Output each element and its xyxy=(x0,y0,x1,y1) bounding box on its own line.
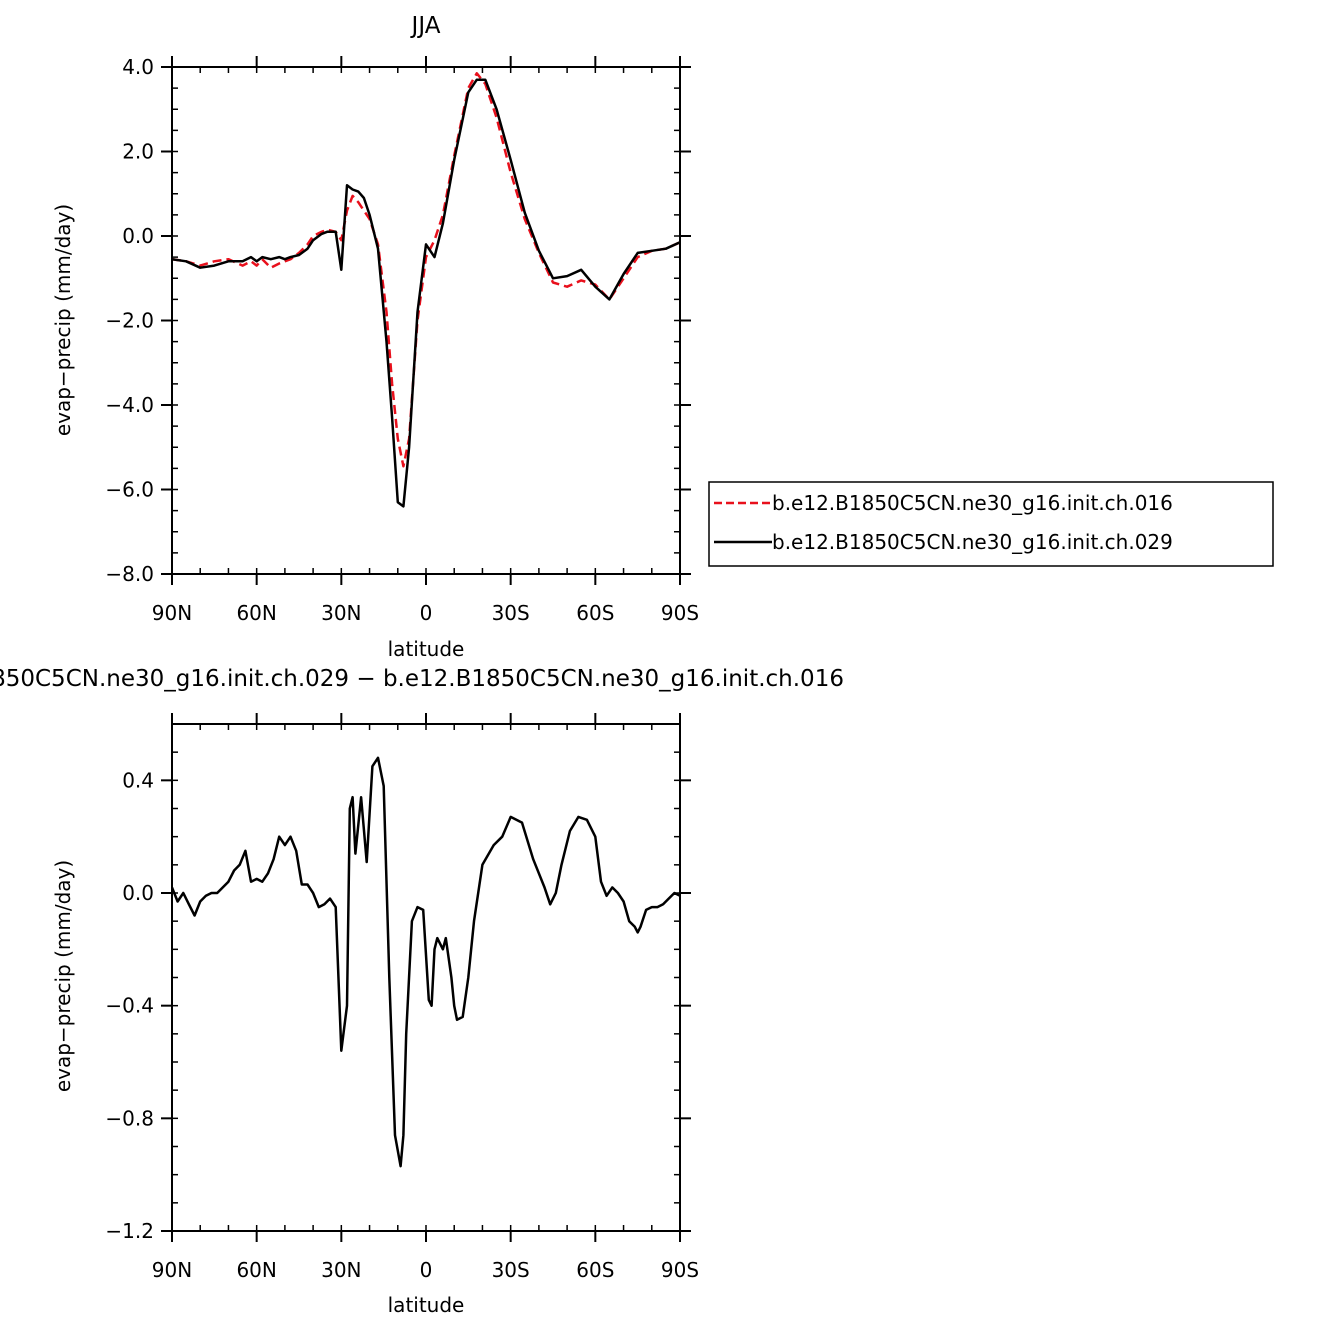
x-tick-label: 30S xyxy=(492,1258,530,1282)
x-tick-label: 60N xyxy=(236,601,276,625)
legend-label-016: b.e12.B1850C5CN.ne30_g16.init.ch.016 xyxy=(772,491,1173,515)
panel-bottom: b.e12.B1850C5CN.ne30_g16.init.ch.029 − b… xyxy=(0,666,844,1317)
legend-box xyxy=(708,481,1274,567)
series-lines xyxy=(172,756,680,1168)
series-line-1-0 xyxy=(172,756,680,1168)
y-tick-label: 0.0 xyxy=(122,881,154,905)
difference-title: b.e12.B1850C5CN.ne30_g16.init.ch.029 − b… xyxy=(0,666,844,692)
y-tick-label: −6.0 xyxy=(105,478,154,502)
y-tick-label: −1.2 xyxy=(105,1219,154,1243)
y-tick-label: −0.4 xyxy=(105,994,154,1018)
tick-marks xyxy=(161,56,691,585)
x-tick-label: 30N xyxy=(321,601,361,625)
x-tick-label: 30N xyxy=(321,1258,361,1282)
series-lines xyxy=(172,72,680,508)
x-tick-labels: 90N 60N 30N 0 30S 60S 90S xyxy=(152,1258,699,1282)
x-axis-label: latitude xyxy=(388,1293,465,1317)
legend: b.e12.B1850C5CN.ne30_g16.init.ch.016 b.e… xyxy=(708,481,1274,567)
plot-frame xyxy=(171,723,681,1232)
x-tick-label: 90S xyxy=(661,601,699,625)
panel-top: JJA −8.0 −6.0 −4.0 −2.0 0.0 2.0 4.0 90N 60N 30N 0… xyxy=(51,13,699,661)
y-axis-label: evap−precip (mm/day) xyxy=(51,860,75,1092)
x-axis-label: latitude xyxy=(388,637,465,661)
x-tick-labels: 90N 60N 30N 0 30S 60S 90S xyxy=(152,601,699,625)
y-axis-label: evap−precip (mm/day) xyxy=(51,204,75,436)
y-tick-labels: −1.2 −0.8 −0.4 0.0 0.4 xyxy=(105,768,154,1243)
x-tick-label: 90S xyxy=(661,1258,699,1282)
y-tick-labels: −8.0 −6.0 −4.0 −2.0 0.0 2.0 4.0 xyxy=(105,55,154,586)
x-tick-label: 0 xyxy=(420,1258,433,1282)
y-tick-label: −8.0 xyxy=(105,562,154,586)
series-line-0-1 xyxy=(172,78,680,508)
y-tick-label: 0.4 xyxy=(122,768,154,792)
series-line-0-0 xyxy=(172,72,680,468)
plot-frame xyxy=(171,66,681,575)
x-tick-label: 0 xyxy=(420,601,433,625)
y-tick-label: −4.0 xyxy=(105,393,154,417)
y-tick-label: −2.0 xyxy=(105,309,154,333)
chart-title: JJA xyxy=(410,13,441,39)
y-tick-label: 4.0 xyxy=(122,55,154,79)
y-tick-label: 0.0 xyxy=(122,224,154,248)
tick-marks xyxy=(161,713,691,1242)
x-tick-label: 60S xyxy=(576,1258,614,1282)
x-tick-label: 30S xyxy=(492,601,530,625)
y-tick-label: 2.0 xyxy=(122,140,154,164)
x-tick-label: 90N xyxy=(152,1258,192,1282)
y-tick-label: −0.8 xyxy=(105,1106,154,1130)
x-tick-label: 60S xyxy=(576,601,614,625)
x-tick-label: 60N xyxy=(236,1258,276,1282)
legend-label-029: b.e12.B1850C5CN.ne30_g16.init.ch.029 xyxy=(772,530,1173,554)
x-tick-label: 90N xyxy=(152,601,192,625)
